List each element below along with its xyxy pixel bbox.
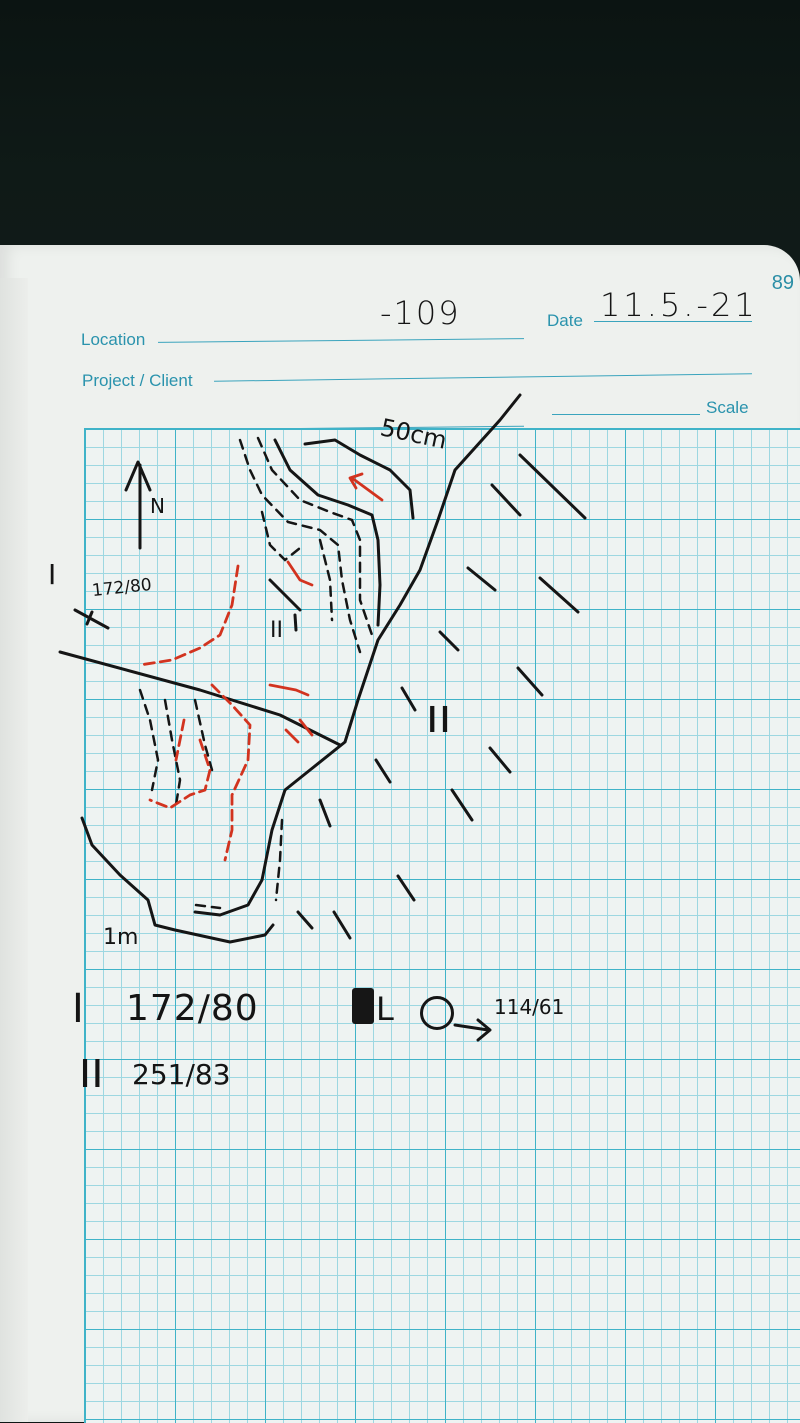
north-arrow-icon [124,460,152,550]
dashed-fold-one [238,438,362,654]
north-label: N [150,494,165,518]
note-set-two-value: 251/83 [132,1058,231,1091]
red-arrow-icon [348,472,384,502]
date-label: Date [547,311,583,330]
note-set-two-label: II [78,1052,104,1096]
scale-line [552,414,700,415]
set-one-marker: I [48,558,57,591]
set-two-ticks [296,453,587,940]
set-two-marker-lower: II [425,700,452,741]
location-value: -109 [380,294,461,332]
set-two-marker-upper: II [270,618,283,643]
red-vein-one [286,560,314,587]
note-lineation-symbol: L [376,990,394,1028]
upper-fold-outline [303,438,415,520]
lineation-arrow-icon [453,1018,492,1042]
note-set-one-label: I [72,986,84,1032]
red-dashed-vein [138,564,240,667]
graph-paper-grid [84,428,800,1423]
note-set-one-value: 172/80 [126,988,259,1029]
project-client-label: Project / Client [82,371,193,390]
main-fault-line [193,393,522,917]
note-lineation-value: 114/61 [494,995,565,1019]
page-number: 89 [771,272,794,294]
facing-page-edge [0,278,28,1422]
lineation-circle-icon [420,996,454,1030]
desk-background [0,0,800,290]
scale-1m-label: 1m [103,925,139,950]
location-label: Location [81,330,146,349]
date-value: 11.5.-21 [600,286,758,324]
lower-boundary [80,816,275,944]
scale-label: Scale [706,398,749,417]
lineation-symbol-icon [352,988,374,1024]
date-line [594,321,752,322]
set-one-trace [58,650,342,747]
dashed-fold-three [260,510,302,562]
dashed-fold-two [256,436,374,637]
dashed-left-traces [163,698,182,807]
